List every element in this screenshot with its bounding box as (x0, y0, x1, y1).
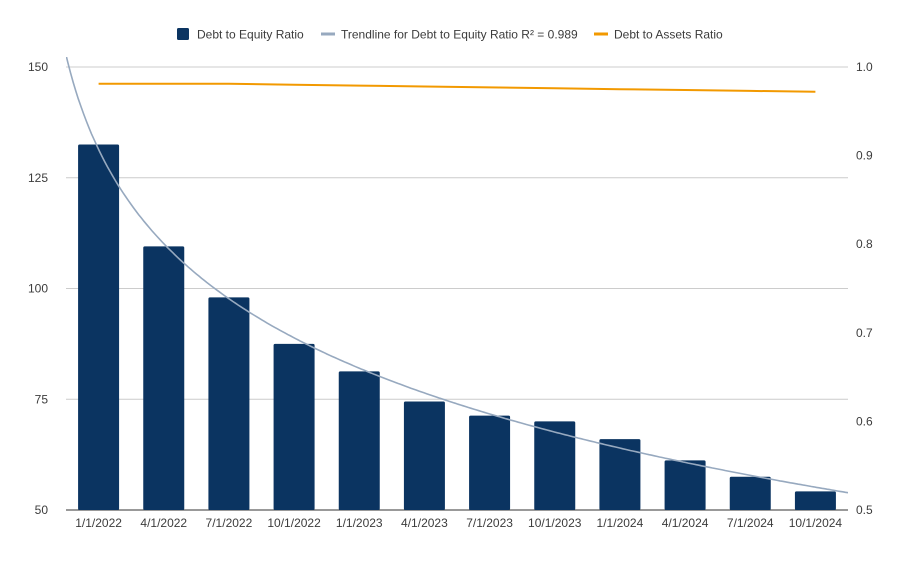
bar (664, 460, 706, 510)
right-tick-label: 0.5 (856, 503, 873, 517)
x-tick-label: 4/1/2024 (662, 516, 709, 530)
x-tick-label: 4/1/2023 (401, 516, 448, 530)
legend-label: Debt to Assets Ratio (614, 28, 723, 42)
x-tick-label: 4/1/2022 (140, 516, 187, 530)
right-tick-label: 0.6 (856, 414, 873, 428)
right-tick-label: 0.7 (856, 326, 873, 340)
x-tick-label: 1/1/2023 (336, 516, 383, 530)
x-tick-label: 10/1/2022 (267, 516, 321, 530)
line-series (98, 82, 816, 93)
bar (729, 476, 771, 510)
left-tick-label: 125 (28, 171, 48, 185)
bar (469, 415, 511, 510)
legend-label: Trendline for Debt to Equity Ratio R² = … (341, 28, 578, 42)
bar (208, 297, 250, 510)
legend-swatch (177, 28, 189, 40)
bar (273, 343, 315, 510)
bar (403, 401, 445, 510)
trendline (66, 57, 848, 494)
bar (338, 371, 380, 510)
left-tick-label: 150 (28, 60, 48, 74)
x-tick-label: 7/1/2023 (466, 516, 513, 530)
left-tick-label: 50 (35, 503, 49, 517)
legend: Debt to Equity Ratio Trendline for Debt t… (177, 28, 723, 42)
left-tick-label: 75 (35, 392, 49, 406)
debt-to-assets-line (98, 82, 816, 93)
bar (599, 439, 641, 510)
bar (78, 144, 120, 510)
x-tick-label: 7/1/2024 (727, 516, 774, 530)
legend-label: Debt to Equity Ratio (197, 28, 304, 42)
x-tick-label: 1/1/2022 (75, 516, 122, 530)
x-tick-label: 1/1/2024 (597, 516, 644, 530)
right-tick-label: 0.9 (856, 149, 873, 163)
bar (534, 421, 576, 510)
trendline-layer (66, 57, 848, 494)
x-tick-label: 7/1/2022 (206, 516, 253, 530)
left-tick-label: 100 (28, 282, 48, 296)
x-tick-label: 10/1/2024 (789, 516, 843, 530)
right-tick-label: 1.0 (856, 60, 873, 74)
bar-series (78, 144, 836, 511)
axis-labels: 50 75 100 125 150 0.5 0.6 0.7 0.8 0.9 1.0 1/1/2022 4… (28, 60, 873, 530)
bar (143, 246, 185, 511)
x-tick-label: 10/1/2023 (528, 516, 582, 530)
right-tick-label: 0.8 (856, 237, 873, 251)
bar (794, 491, 836, 510)
grid-lines (66, 66, 848, 511)
